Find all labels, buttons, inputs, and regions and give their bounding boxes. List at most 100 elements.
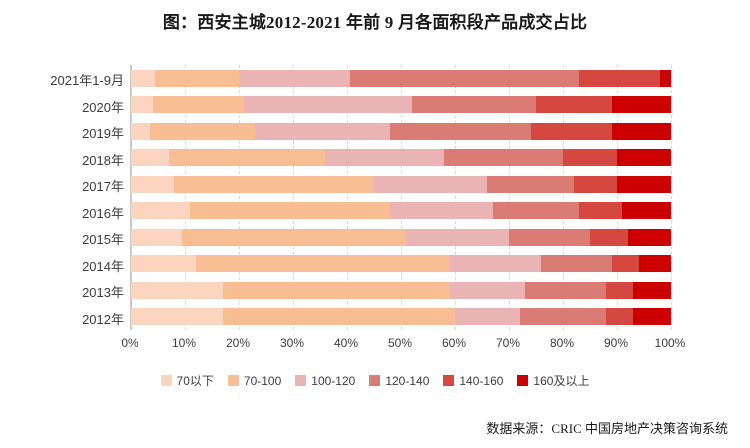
bar-segment: [131, 96, 153, 114]
legend-item[interactable]: 70以下: [160, 372, 214, 389]
bar-row: [131, 202, 671, 220]
bar-segment: [454, 308, 520, 326]
y-axis-labels: 2021年1-9月 2020年 2019年 2018年 2017年 2016年 2015年 2…: [0, 65, 124, 330]
x-axis-tick-label: 10%: [171, 336, 197, 350]
x-axis-tick-label: 30%: [279, 336, 305, 350]
bar-segment: [449, 281, 526, 299]
bar-segment: [589, 228, 628, 246]
legend-label: 120-140: [385, 373, 430, 388]
bar-segment: [325, 149, 445, 167]
bar-segment: [616, 175, 671, 193]
legend-label: 100-120: [311, 373, 356, 388]
bar-segment: [541, 255, 612, 273]
legend-label: 70-100: [243, 373, 282, 388]
bar-segment: [168, 149, 326, 167]
legend-item[interactable]: 100-120: [295, 374, 355, 388]
legend-swatch-icon: [517, 375, 529, 386]
bar-segment: [238, 69, 350, 87]
x-axis-labels: 0% 10% 20% 30% 40% 50% 60% 70% 80% 90% 100%: [121, 336, 685, 354]
bar-segment: [525, 281, 607, 299]
bar-segment: [390, 202, 493, 220]
bar-segment: [562, 149, 617, 167]
bar-segment: [616, 149, 671, 167]
x-axis-tick-label: 40%: [333, 336, 359, 350]
bar-segment: [131, 69, 156, 87]
bar-segment: [222, 281, 450, 299]
bar-segment: [152, 96, 245, 114]
bar-row: [131, 228, 671, 246]
bar-segment: [131, 255, 196, 273]
bar-row: [131, 122, 671, 140]
bar-segment: [627, 228, 671, 246]
bar-segment: [611, 255, 639, 273]
bar-segment: [573, 175, 617, 193]
x-axis-tick-label: 20%: [225, 336, 251, 350]
bar-row: [131, 175, 671, 193]
x-axis-tick-label: 100%: [654, 336, 686, 350]
bar-row: [131, 255, 671, 273]
bar-segment: [131, 149, 169, 167]
legend-item[interactable]: 120-140: [369, 374, 429, 388]
gridline-100: [671, 65, 672, 330]
legend-swatch-icon: [369, 375, 381, 386]
x-axis-tick-label: 70%: [495, 336, 521, 350]
x-axis-tick-label: 80%: [549, 336, 575, 350]
bar-segment: [508, 228, 590, 246]
bar-segment: [535, 96, 612, 114]
y-axis-tick-label: 2013年: [82, 285, 124, 301]
bar-segment: [622, 202, 671, 220]
y-axis-tick-label: 2016年: [82, 205, 124, 221]
bar-segment: [611, 122, 671, 140]
bar-segment: [390, 122, 531, 140]
bar-segment: [611, 96, 671, 114]
bar-segment: [131, 281, 223, 299]
bar-segment: [131, 122, 150, 140]
bar-segment: [638, 255, 671, 273]
chart-legend: 70以下 70-100 100-120 120-140 140-160 160及以上: [0, 372, 750, 389]
legend-item[interactable]: 70-100: [227, 373, 282, 388]
y-axis-tick-label: 2020年: [82, 99, 124, 115]
legend-swatch-icon: [227, 375, 239, 386]
legend-item[interactable]: 160及以上: [517, 372, 589, 389]
bar-segment: [182, 228, 407, 246]
bar-segment: [633, 281, 671, 299]
bar-segment: [155, 69, 239, 87]
bar-segment: [195, 255, 450, 273]
bar-row: [131, 281, 671, 299]
y-axis-tick-label: 2012年: [82, 311, 124, 327]
bar-segment: [606, 281, 634, 299]
bar-segment: [174, 175, 374, 193]
y-axis-tick-label: 2017年: [82, 179, 124, 195]
legend-swatch-icon: [443, 375, 455, 386]
legend-label: 140-160: [459, 373, 504, 388]
bar-segment: [373, 175, 488, 193]
bar-segment: [244, 96, 412, 114]
x-axis-tick-label: 90%: [603, 336, 629, 350]
legend-label: 160及以上: [533, 374, 590, 388]
legend-swatch-icon: [295, 375, 307, 386]
source-note: 数据来源：CRIC 中国房地产决策咨询系统: [486, 421, 728, 436]
y-axis-tick-label: 2014年: [82, 258, 124, 274]
plot-area: [130, 65, 672, 330]
legend-label: 70以下: [176, 374, 214, 388]
bar-segment: [492, 202, 580, 220]
bar-segment: [131, 228, 183, 246]
bar-segment: [149, 122, 256, 140]
bar-segment: [349, 69, 580, 87]
x-axis-tick-label: 60%: [441, 336, 467, 350]
legend-swatch-icon: [160, 375, 172, 386]
bar-segment: [449, 255, 542, 273]
y-axis-tick-label: 2021年1-9月: [50, 73, 124, 89]
legend-item[interactable]: 140-160: [443, 374, 503, 388]
bar-segment: [519, 308, 607, 326]
chart-title: 图：西安主城2012-2021 年前 9 月各面积段产品成交占比: [162, 13, 588, 32]
bar-segment: [406, 228, 509, 246]
y-axis-tick-label: 2015年: [82, 232, 124, 248]
x-axis-tick-label: 0%: [121, 336, 139, 350]
x-axis-tick-label: 50%: [387, 336, 413, 350]
bar-segment: [411, 96, 536, 114]
bar-segment: [255, 122, 391, 140]
y-axis-tick-label: 2018年: [82, 152, 124, 168]
bar-segment: [579, 202, 623, 220]
